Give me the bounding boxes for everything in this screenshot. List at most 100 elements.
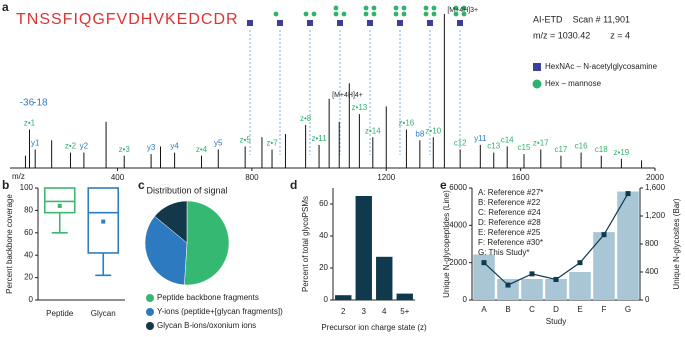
bar <box>545 279 567 300</box>
x-tick-label: 800 <box>245 173 259 182</box>
y-tick-label: 400 <box>645 267 659 276</box>
x-axis-title: m/z <box>12 172 25 181</box>
x-tick-label: 400 <box>111 173 125 182</box>
peak-label: z•4 <box>196 145 208 154</box>
glycan-icon <box>457 20 463 26</box>
sequence: TNSSFIQGFVDHVKEDCDR <box>16 11 239 28</box>
y-tick-label: 4000 <box>449 220 467 229</box>
chart-title: Distribution of signal <box>146 185 227 195</box>
y-tick-label: 0 <box>645 295 650 304</box>
x-tick-label: 2 <box>341 307 346 316</box>
peak-label: z•10 <box>425 126 441 135</box>
peak-label: c12 <box>454 139 467 148</box>
x-axis-title: Precursor ion charge state (z) <box>321 323 427 332</box>
peak-label: y1 <box>31 139 40 148</box>
y-tick-label: 800 <box>645 239 659 248</box>
x-tick-label: Glycan <box>91 309 116 318</box>
y-tick-label: 0 <box>463 295 468 304</box>
peak-label: c13 <box>487 142 500 151</box>
glycan-icon <box>277 20 283 26</box>
legend-label: B: Reference #22 <box>478 198 541 207</box>
bar <box>355 196 372 300</box>
x-tick-label: Peptide <box>46 309 74 318</box>
legend-label: F: Reference #30* <box>478 238 543 247</box>
bar <box>473 254 495 300</box>
y-tick-label: 80 <box>24 206 33 215</box>
y-tick-label: 0 <box>324 295 329 304</box>
peak-label: z•13 <box>352 103 368 112</box>
x-tick-label: 1600 <box>512 173 530 182</box>
glycan-icon <box>453 11 459 17</box>
glycan-icon <box>401 5 407 11</box>
glycan-icon <box>423 5 429 11</box>
x-tick-label: F <box>602 305 607 314</box>
glycan-icon <box>453 5 459 11</box>
y-tick-label: 1,600 <box>645 183 666 192</box>
info-text: AI-ETD <box>533 14 563 24</box>
peak-label: z•3 <box>119 145 131 154</box>
annotation: [M+4H]3+ <box>447 7 478 14</box>
glycan-icon <box>307 20 313 26</box>
bar <box>617 191 639 300</box>
bar <box>376 256 393 300</box>
panel-label: d <box>290 178 297 192</box>
y-tick-label: 100 <box>20 183 34 192</box>
mean <box>101 219 106 224</box>
bar <box>521 279 543 300</box>
peak-label: z•11 <box>312 134 328 143</box>
peak-label: z•1 <box>24 119 36 128</box>
peak-label: z•19 <box>614 148 630 157</box>
axis-title: Percent backbone coverage <box>5 194 14 294</box>
peak-label: z•2 <box>65 142 77 151</box>
peak-label: y3 <box>147 143 156 152</box>
glycan-icon <box>393 11 399 17</box>
mean <box>57 203 62 208</box>
x-tick-label: G <box>625 305 631 314</box>
annotation: [M+4H]4+ <box>332 92 363 99</box>
annotation: -36 <box>20 98 35 109</box>
x-tick-label: B <box>505 305 510 314</box>
peak-label: y11 <box>474 134 487 143</box>
glycan-icon <box>371 5 377 11</box>
y-tick-label: 6000 <box>449 183 467 192</box>
y-tick-label: 60 <box>319 199 328 208</box>
y-tick-label: 20 <box>319 263 328 272</box>
peak-label: c17 <box>554 145 567 154</box>
x-tick-label: E <box>577 305 582 314</box>
x-tick-label: A <box>481 305 487 314</box>
x-tick-label: 1200 <box>377 173 395 182</box>
bar <box>396 293 413 300</box>
x-tick-label: D <box>553 305 559 314</box>
x-tick-label: C <box>529 305 535 314</box>
peak-label: y4 <box>170 142 179 151</box>
legend-marker <box>146 308 154 316</box>
pie-slice <box>144 215 188 286</box>
pie-slice <box>154 200 188 244</box>
info-text: Scan # 11,901 <box>573 14 630 24</box>
point <box>505 282 511 288</box>
axis-title: Unique N-glycopeptides (Line) <box>442 190 451 298</box>
y-tick-label: 0 <box>29 295 34 304</box>
peak-label: z•17 <box>533 139 549 148</box>
legend-label: Glycan B-ions/oxonium ions <box>157 321 256 330</box>
peak-label: z•16 <box>399 119 415 128</box>
legend-label: A: Reference #27* <box>478 188 543 197</box>
x-axis-title: Study <box>546 317 566 326</box>
y-tick-label: 20 <box>24 273 33 282</box>
peak-label: y5 <box>214 139 223 148</box>
panel-label: b <box>2 178 9 192</box>
glycan-icon <box>397 20 403 26</box>
info-text: z = 4 <box>610 30 630 40</box>
y-tick-label: 40 <box>319 231 328 240</box>
point <box>553 276 559 282</box>
peak-label: c14 <box>501 136 514 145</box>
panel-label: e <box>440 178 447 192</box>
box <box>87 187 120 254</box>
peak-label: z•14 <box>365 126 381 135</box>
x-tick-label: 4 <box>382 307 387 316</box>
legend-label: Peptide backbone fragments <box>157 293 259 302</box>
peak-label: c15 <box>518 143 531 152</box>
legend-label: HexNAc – N-acetylglycosamine <box>545 62 658 71</box>
glycan-icon <box>423 11 429 17</box>
